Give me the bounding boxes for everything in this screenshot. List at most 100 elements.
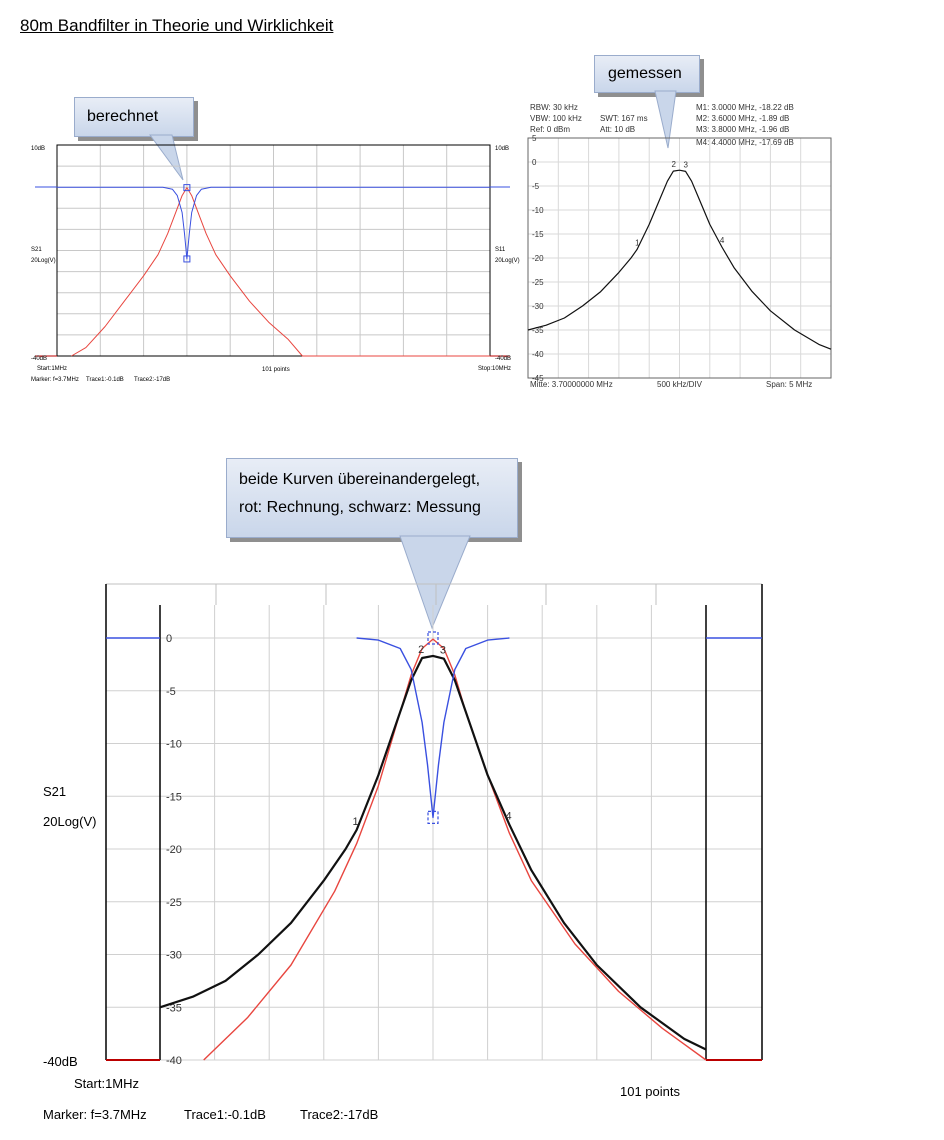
overlay-s11-marker-1 (427, 631, 439, 645)
computed-chart-top-right-label: 10dB (495, 146, 509, 152)
measured-ytick: -40 (532, 350, 544, 359)
computed-chart-marker-label: Marker: f=3.7MHz (31, 377, 79, 383)
overlay-ytick: 0 (166, 633, 172, 645)
overlay-chart-series (159, 637, 707, 1061)
measured-ytick: -30 (532, 302, 544, 311)
computed-s21-line (71, 187, 490, 357)
computed-chart-right-unit: 20Log(V) (495, 258, 520, 264)
callout-computed: berechnet (74, 97, 194, 137)
overlay-marker-number-1: 1 (353, 816, 359, 828)
computed-chart-grid (57, 145, 490, 356)
measured-att: Att: 10 dB (600, 125, 635, 134)
overlay-chart: 0 -5 -10 -15 -20 -25 -30 -35 -40 1 2 3 4 S21 20Log(… (43, 583, 763, 1122)
computed-chart-series (57, 186, 490, 357)
overlay-trace2-label: Trace2:-17dB (300, 1107, 378, 1122)
measured-ref: Ref: 0 dBm (530, 125, 570, 134)
measured-marker-number-1: 1 (635, 238, 640, 247)
overlay-s11-marker-2 (427, 810, 439, 824)
measured-ytick: -5 (532, 182, 540, 191)
measured-marker-m1: M1: 3.0000 MHz, -18.22 dB (696, 103, 794, 112)
measured-span-label: Span: 5 MHz (766, 380, 812, 389)
overlay-ytick: -20 (166, 844, 182, 856)
overlay-ytick: -25 (166, 897, 182, 909)
measured-ytick: -20 (532, 254, 544, 263)
overlay-computed-line (203, 638, 707, 1061)
computed-marker-1 (183, 184, 191, 192)
computed-s11-line (57, 186, 490, 260)
measured-rbw: RBW: 30 kHz (530, 103, 578, 112)
overlay-marker-number-3: 3 (440, 645, 446, 657)
measured-chart-grid (528, 138, 831, 378)
computed-chart-bottom-right-label: -40dB (495, 356, 511, 362)
measured-marker-number-4: 4 (720, 236, 725, 245)
measured-marker-m3: M3: 3.8000 MHz, -1.96 dB (696, 125, 789, 134)
overlay-unit-label: 20Log(V) (43, 814, 96, 829)
measured-marker-number-2: 2 (671, 160, 676, 169)
overlay-s11-line (356, 637, 510, 819)
overlay-ytick: -10 (166, 739, 182, 751)
measured-ytick: -10 (532, 206, 544, 215)
overlay-marker-number-2: 2 (418, 644, 424, 656)
measured-measured-line (527, 169, 832, 350)
callout-measured-pointer (654, 90, 677, 149)
callout-computed-text: berechnet (87, 108, 159, 125)
overlay-bottom-left-label: -40dB (43, 1054, 78, 1069)
overlay-measured-line (159, 654, 707, 1051)
computed-chart-markers (183, 184, 191, 263)
overlay-marker-number-4: 4 (505, 811, 511, 823)
overlay-points-label: 101 points (620, 1084, 680, 1099)
overlay-ytick: -40 (166, 1055, 182, 1067)
overlay-chart-yticks: 0 -5 -10 -15 -20 -25 -30 -35 -40 (166, 633, 182, 1067)
computed-chart-stop-label: Stop:10MHz (478, 366, 511, 372)
measured-ytick: -25 (532, 278, 544, 287)
computed-chart: 10dB 10dB S21 20Log(V) S11 20Log(V) -40d… (31, 144, 520, 383)
measured-swt: SWT: 167 ms (600, 114, 648, 123)
callout-overlay-line1: beide Kurven übereinandergelegt, (239, 471, 481, 488)
overlay-chart-grid (106, 583, 762, 1061)
computed-chart-points-label: 101 points (262, 367, 290, 373)
measured-ytick: 0 (532, 158, 537, 167)
computed-chart-s21-label: S21 (31, 247, 42, 253)
callout-measured: gemessen (594, 55, 700, 93)
measured-marker-m2: M2: 3.6000 MHz, -1.89 dB (696, 114, 789, 123)
measured-ytick: -15 (532, 230, 544, 239)
computed-chart-bottom-left-label: -40dB (31, 356, 47, 362)
page-title: 80m Bandfilter in Theorie und Wirklichke… (20, 16, 334, 35)
measured-div-label: 500 kHz/DIV (657, 380, 703, 389)
computed-marker-2 (183, 255, 191, 263)
measured-vbw: VBW: 100 kHz (530, 114, 582, 123)
overlay-marker-label: Marker: f=3.7MHz (43, 1107, 147, 1122)
callout-measured-text: gemessen (608, 65, 682, 82)
callout-overlay: beide Kurven übereinandergelegt, rot: Re… (226, 458, 518, 538)
computed-chart-left-unit: 20Log(V) (31, 258, 56, 264)
callout-overlay-pointer (399, 535, 471, 630)
computed-chart-s11-label: S11 (495, 247, 506, 253)
callout-computed-pointer (149, 134, 184, 181)
overlay-chart-markers: 1 2 3 4 (353, 631, 512, 828)
measured-chart-series (527, 169, 832, 350)
measured-chart-yticks: 5 0 -5 -10 -15 -20 -25 -30 -35 -40 -45 (532, 134, 544, 383)
computed-chart-top-left-label: 10dB (31, 146, 45, 152)
measured-ytick: 5 (532, 134, 537, 143)
overlay-s21-label: S21 (43, 784, 66, 799)
overlay-start-label: Start:1MHz (74, 1076, 139, 1091)
overlay-ytick: -5 (166, 686, 176, 698)
measured-marker-m4: M4: 4.4000 MHz, -17.69 dB (696, 138, 794, 147)
measured-chart-markers: 1 2 3 4 (635, 160, 725, 247)
overlay-ytick: -30 (166, 950, 182, 962)
computed-chart-frame (56, 144, 491, 357)
overlay-trace1-label: Trace1:-0.1dB (184, 1107, 266, 1122)
overlay-ytick: -15 (166, 791, 182, 803)
measured-center-label: Mitte: 3.70000000 MHz (530, 380, 613, 389)
overlay-ytick: -35 (166, 1002, 182, 1014)
measured-ytick: -35 (532, 326, 544, 335)
measured-chart-frame (527, 137, 832, 379)
measured-marker-number-3: 3 (684, 160, 689, 169)
measured-ytick: -45 (532, 374, 544, 383)
computed-chart-trace2-label: Trace2:-17dB (134, 377, 170, 383)
computed-chart-start-label: Start:1MHz (37, 366, 67, 372)
callout-overlay-line2: rot: Rechnung, schwarz: Messung (239, 499, 481, 516)
computed-chart-trace1-label: Trace1:-0.1dB (86, 377, 124, 383)
measured-chart: RBW: 30 kHz VBW: 100 kHz Ref: 0 dBm SWT:… (527, 103, 832, 389)
